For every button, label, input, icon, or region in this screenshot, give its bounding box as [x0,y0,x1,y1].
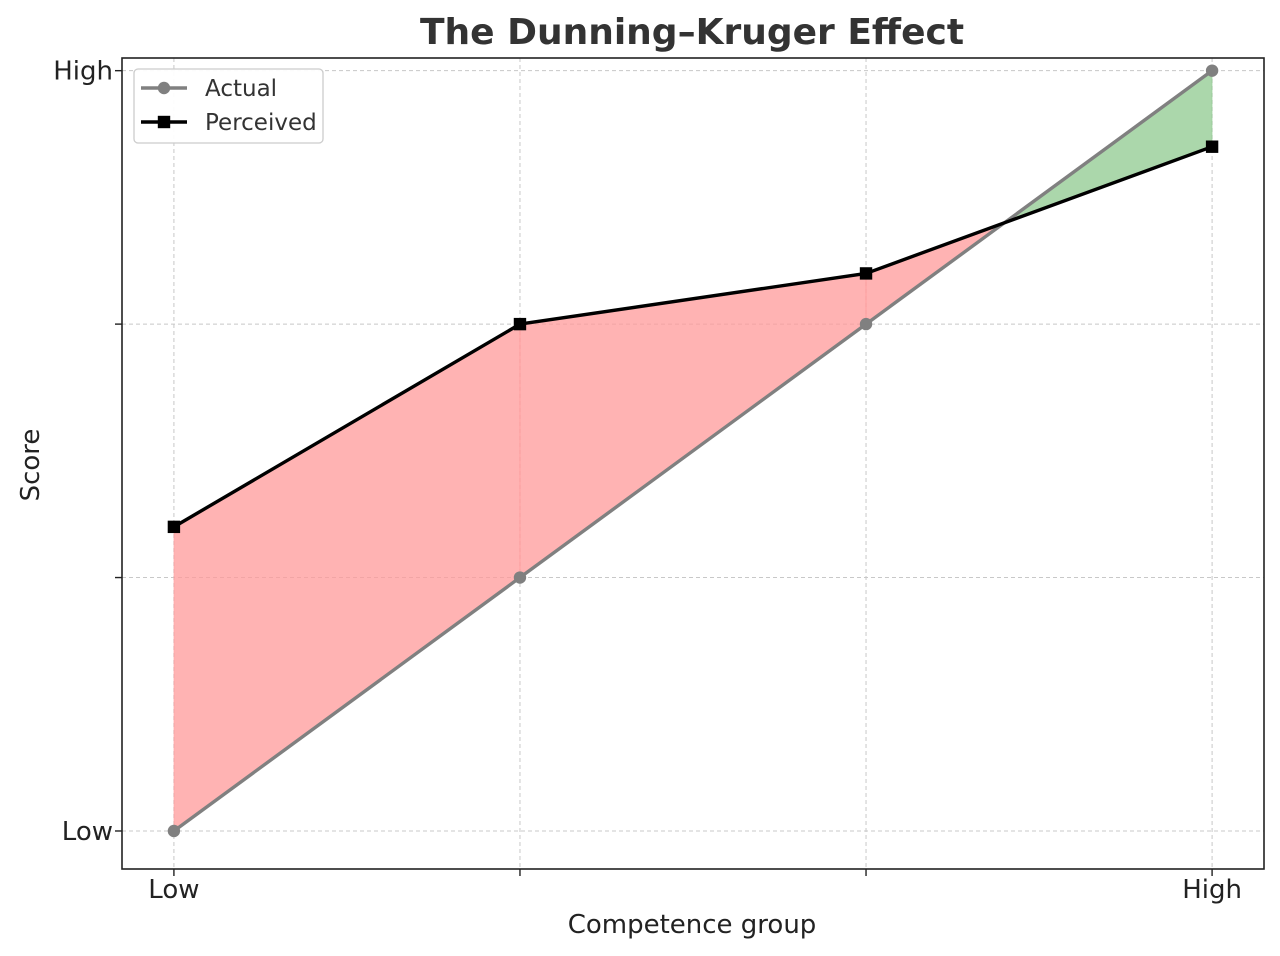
y-tick-label-3: High [53,57,113,87]
legend-actual-label: Actual [205,76,277,102]
actual-point-1 [513,571,527,584]
perceived-point-0 [167,520,181,534]
legend-actual-marker [157,81,171,95]
actual-point-2 [859,317,873,331]
overestimate-area-1 [519,273,867,579]
chart-title: The Dunning–Kruger Effect [420,12,964,53]
x-tick-label-0: Low [148,875,199,905]
series-lines [167,64,1219,838]
axis-ticks: Low High Low High [53,57,1242,905]
legend: Actual Perceived [133,68,324,144]
perceived-line [173,145,1213,529]
actual-point-0 [167,824,181,838]
perceived-point-2 [859,267,873,280]
actual-point-3 [1205,64,1219,77]
overestimate-area-0 [173,323,521,832]
y-tick-label-0: Low [62,817,113,847]
x-tick-label-3: High [1182,875,1242,905]
legend-perceived-marker [157,115,171,129]
y-axis-label: Score [16,429,46,502]
legend-perceived-label: Perceived [205,110,317,136]
x-axis-label: Competence group [568,910,817,940]
actual-line [172,69,1214,833]
perceived-point-1 [513,317,527,331]
perceived-point-3 [1205,140,1219,153]
axes-frame [121,57,1265,870]
